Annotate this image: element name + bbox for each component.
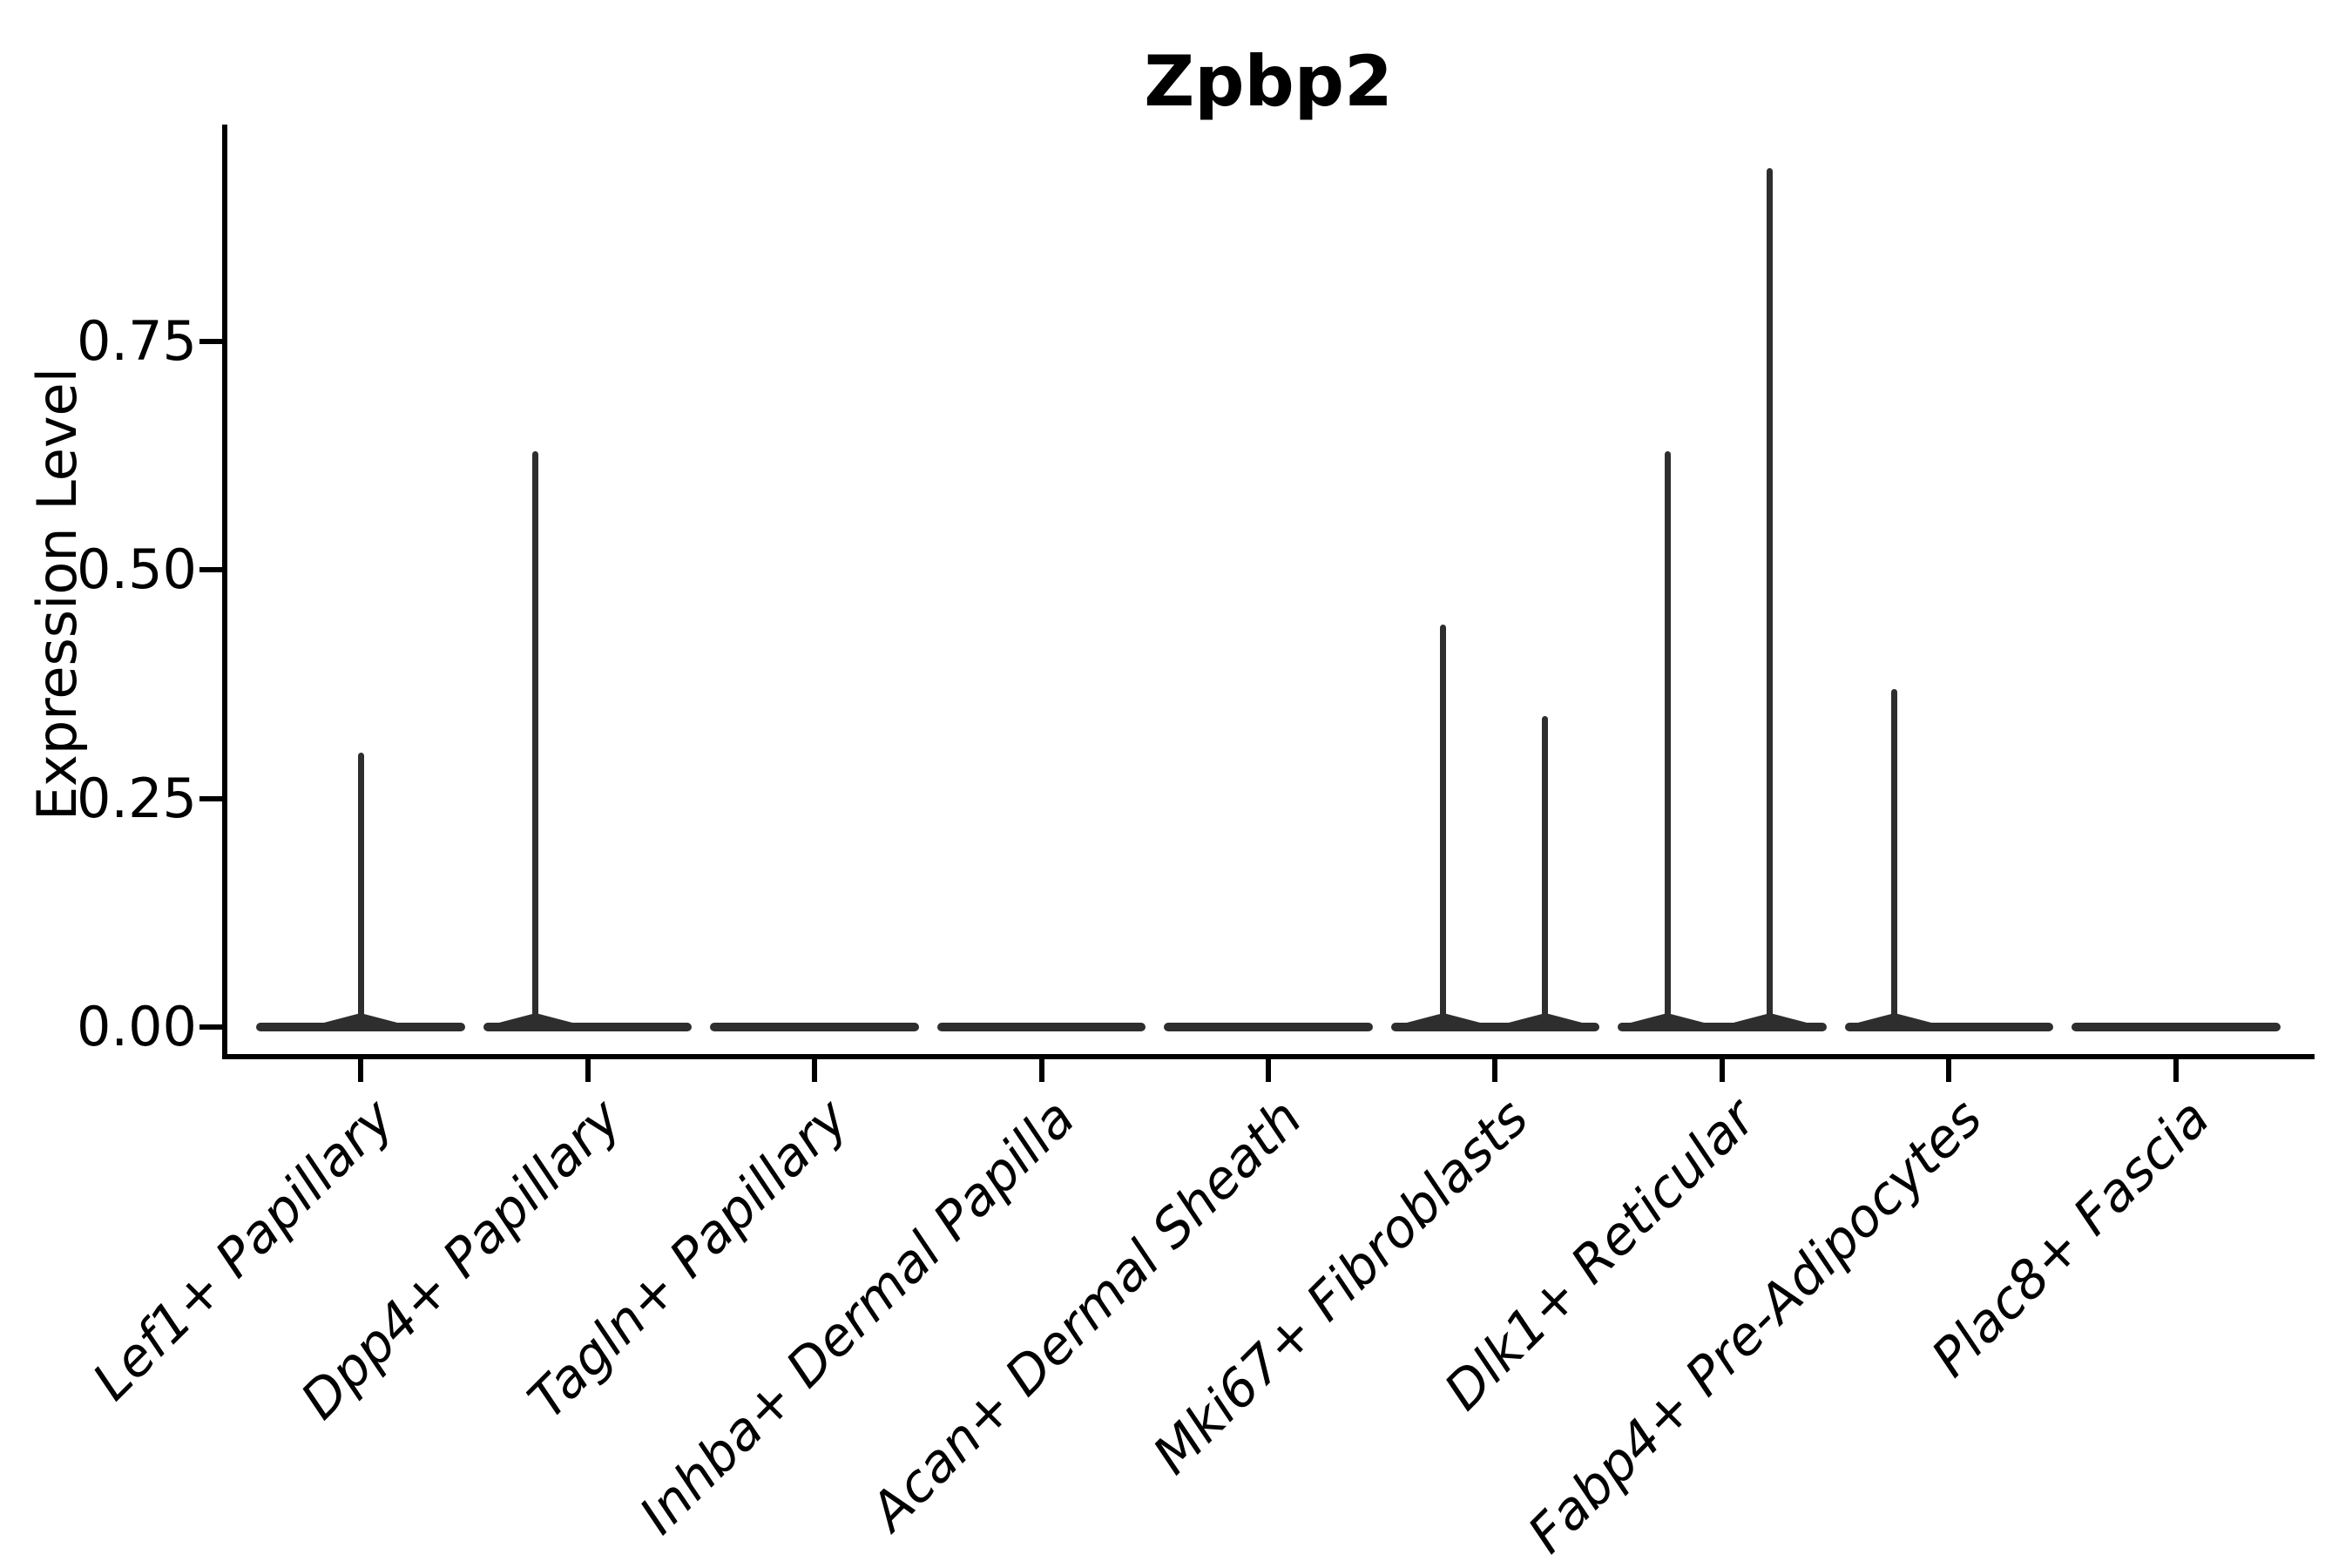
chart-title: Zpbp2 [1144, 41, 1393, 122]
violin-baseline [710, 1023, 919, 1031]
y-tick-label: 0.50 [76, 537, 197, 602]
x-tick-mark [1719, 1059, 1725, 1082]
x-tick-label: Mki67+ Fibroblasts [1141, 1087, 1541, 1487]
y-tick-label: 0.00 [76, 995, 197, 1058]
violin-density-needle [1767, 167, 1774, 1030]
violin-baseline [2071, 1023, 2281, 1031]
x-tick-mark [1492, 1059, 1498, 1082]
violin-baseline [1390, 1023, 1600, 1031]
violin-baseline [483, 1023, 693, 1031]
x-tick-mark [812, 1059, 818, 1082]
x-tick-label: Inhba+ Dermal Papilla [628, 1087, 1087, 1546]
x-tick-mark [2173, 1059, 2179, 1082]
y-tick-mark [199, 795, 222, 801]
violin-density-needle [1542, 716, 1549, 1030]
violin-density-needle [532, 450, 539, 1030]
x-tick-mark [1038, 1059, 1044, 1082]
violin-density-needle [1440, 625, 1447, 1030]
x-tick-mark [1266, 1059, 1271, 1082]
violin-density-needle [1664, 450, 1671, 1030]
violin-baseline [1618, 1023, 1827, 1031]
violin-baseline [1164, 1023, 1373, 1031]
y-tick-mark [199, 1024, 222, 1030]
x-tick-mark [585, 1059, 591, 1082]
violin-baseline [936, 1023, 1146, 1031]
x-axis-spine [222, 1054, 2315, 1059]
y-tick-label: 0.25 [76, 766, 197, 830]
y-tick-mark [199, 339, 222, 345]
y-axis-spine [222, 125, 227, 1059]
violin-density-needle [357, 753, 364, 1030]
y-tick-mark [199, 567, 222, 573]
x-tick-mark [1946, 1059, 1952, 1082]
x-tick-label: Fabp4+ Pre-Adipocytes [1517, 1087, 1995, 1565]
y-tick-label: 0.75 [76, 309, 197, 374]
violin-baseline [1844, 1023, 2054, 1031]
x-tick-mark [358, 1059, 364, 1082]
x-tick-label: Acan+ Dermal Sheath [858, 1087, 1314, 1543]
violin-density-needle [1891, 688, 1898, 1030]
